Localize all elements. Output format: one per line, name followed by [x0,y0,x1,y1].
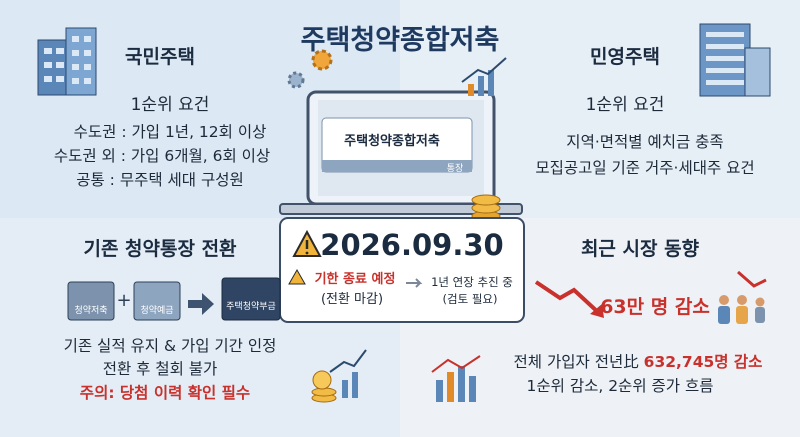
down-arrows [534,270,767,318]
conversion-line: 기존 실적 유지 & 가입 기간 인정 [63,337,277,355]
arrow [188,293,214,315]
private-line: 모집공고일 기준 거주·세대주 요건 [535,159,755,177]
card-label: 청약예금 [140,306,174,316]
account-card-tag: 통장 [446,164,464,174]
deadline-date: 2026.09.30 [320,228,504,262]
private-line: 지역·면적별 예치금 충족 [566,133,724,151]
market-detail: 전체 가입자 전년比 632,745명 감소 [514,350,763,374]
conversion-heading: 기존 청약통장 전환 [83,238,237,260]
card-label: 청약저축 [74,306,108,316]
private-subheading: 1순위 요건 [585,95,665,115]
market-detail-prefix: 전체 가입자 전년比 [513,353,639,371]
conversion-line: 전환 후 철회 불가 [102,360,218,378]
arrow [406,278,423,288]
warning-icon [292,229,322,257]
national-subheading: 1순위 요건 [130,95,210,115]
market-heading: 최근 시장 동향 [580,238,700,260]
title: 주택청약종합저축 [300,25,500,56]
coin-chart-icon [311,349,367,403]
bar-chart-icon [431,355,481,402]
deadline-extension-note: (검토 필요) [442,292,498,306]
conversion-warning: 주의: 당첨 이력 확인 필수 [79,384,251,402]
deadline-box [279,217,525,323]
deadline-status-note: (전환 마감) [320,292,384,307]
chart-icon-top [461,57,507,96]
gear-icons [287,49,333,89]
account-card-label: 주택청약종합저축 [344,134,440,149]
national-line: 수도권 외 : 가입 6개월, 6회 이상 [53,147,271,165]
national-line: 공통 : 무주택 세대 구성원 [76,171,244,189]
people-icon [718,295,765,324]
laptop [279,90,523,215]
market-detail-figure: 632,745명 감소 [643,353,763,371]
national-line: 수도권 : 가입 1년, 12회 이상 [73,123,267,141]
private-heading: 민영주택 [590,46,660,68]
building-icon-left [37,27,97,96]
plus-sign: + [116,290,131,311]
warning-icon-small [288,268,306,285]
deadline-status: 기한 종료 예정 [314,272,396,287]
conversion-cards: + [67,277,281,321]
building-icon-right [699,23,771,97]
market-trend: 1순위 감소, 2순위 증가 흐름 [526,377,714,395]
card-label: 주택청약부금 [226,302,276,312]
national-heading: 국민주택 [125,46,195,68]
market-highlight: 63만 명 감소 [600,296,710,318]
deadline-extension: 1년 연장 추진 중 [431,275,513,289]
